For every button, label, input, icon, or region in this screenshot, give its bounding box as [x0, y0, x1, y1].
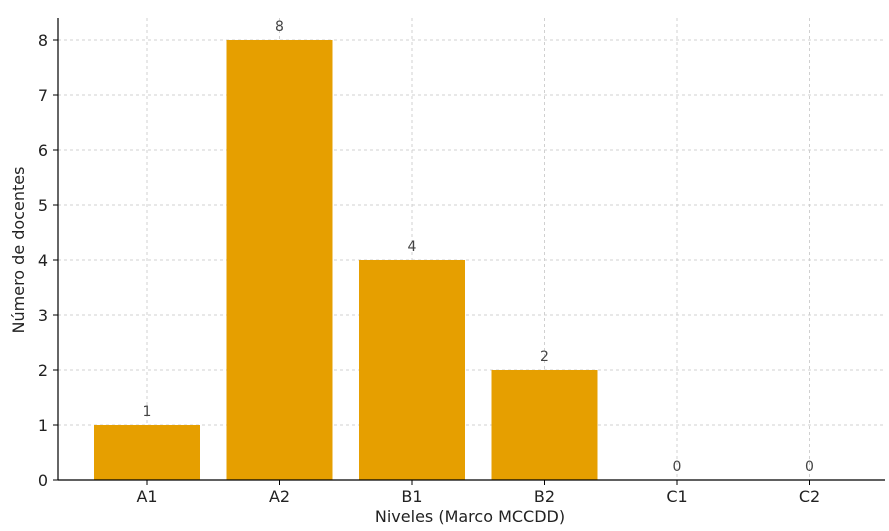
x-tick-labels: A1 A2 B1 B2 C1 C2: [136, 487, 820, 506]
data-label-b2: 2: [540, 349, 549, 365]
y-tick-label: 5: [38, 196, 48, 215]
axes: [53, 18, 885, 485]
data-label-a1: 1: [143, 404, 152, 420]
grid-lines: [58, 18, 885, 481]
bar-b2: [491, 370, 598, 480]
y-axis-title: Número de docentes: [9, 167, 28, 334]
x-tick-label-c1: C1: [666, 487, 687, 506]
y-tick-label: 2: [38, 361, 48, 380]
y-tick-label: 8: [38, 31, 48, 50]
x-tick-label-a1: A1: [136, 487, 157, 506]
x-tick-label-c2: C2: [799, 487, 820, 506]
y-tick-label: 4: [38, 251, 48, 270]
x-axis-title: Niveles (Marco MCCDD): [375, 507, 565, 526]
x-tick-label-a2: A2: [269, 487, 290, 506]
bar-b1: [359, 260, 465, 480]
data-label-c2: 0: [805, 459, 814, 475]
y-tick-labels: 0 1 2 3 4 5 6 7 8: [38, 31, 48, 490]
y-tick-label: 7: [38, 86, 48, 105]
x-tick-label-b2: B2: [534, 487, 555, 506]
data-label-a2: 8: [275, 19, 284, 35]
x-tick-label-b1: B1: [401, 487, 422, 506]
y-tick-label: 0: [38, 471, 48, 490]
y-tick-label: 6: [38, 141, 48, 160]
bar-a2: [226, 40, 333, 480]
data-label-c1: 0: [673, 459, 682, 475]
bar-a1: [94, 425, 200, 480]
y-tick-label: 3: [38, 306, 48, 325]
data-label-b1: 4: [408, 239, 417, 255]
y-tick-label: 1: [38, 416, 48, 435]
data-labels: 1 8 4 2 0 0: [143, 19, 814, 475]
bars: [94, 40, 598, 480]
